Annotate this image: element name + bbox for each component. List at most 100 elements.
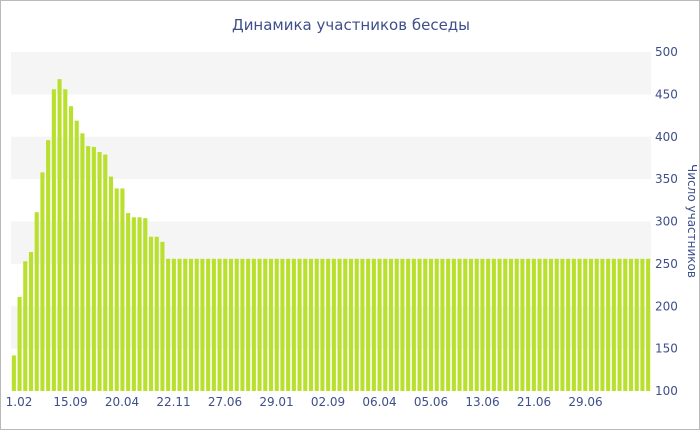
bar bbox=[108, 176, 114, 391]
bar bbox=[28, 252, 34, 391]
bar bbox=[417, 258, 422, 391]
bar bbox=[74, 120, 79, 392]
bar bbox=[531, 258, 536, 391]
bar bbox=[623, 258, 628, 391]
bar bbox=[194, 258, 199, 391]
bar bbox=[388, 258, 394, 391]
bar bbox=[51, 89, 56, 391]
bar bbox=[68, 106, 74, 392]
bar bbox=[320, 258, 325, 391]
bar-series bbox=[11, 79, 651, 392]
x-tick-label: 05.06 bbox=[414, 395, 448, 409]
bar bbox=[354, 258, 359, 391]
bar bbox=[514, 258, 519, 391]
x-axis-ticks: 1.02 15.09 20.04 22.11 27.06 29.01 02.09 06.04 0… bbox=[6, 395, 603, 409]
bar bbox=[23, 261, 28, 391]
bar bbox=[240, 258, 245, 391]
bar bbox=[640, 258, 645, 391]
bar bbox=[497, 258, 502, 391]
bar bbox=[154, 236, 159, 391]
bar bbox=[86, 146, 91, 391]
bar bbox=[366, 258, 371, 391]
x-tick-label: 20.04 bbox=[105, 395, 139, 409]
bar bbox=[400, 258, 405, 391]
x-tick-label: 13.06 bbox=[465, 395, 499, 409]
bar bbox=[131, 217, 136, 391]
y-tick-label: 400 bbox=[655, 130, 678, 144]
bar bbox=[246, 258, 251, 391]
bar bbox=[577, 258, 582, 391]
bar bbox=[508, 258, 514, 391]
y-tick-label: 200 bbox=[655, 299, 678, 313]
bar bbox=[474, 258, 479, 391]
x-tick-label: 06.04 bbox=[362, 395, 396, 409]
bar bbox=[428, 258, 434, 391]
bar bbox=[571, 258, 576, 391]
bar bbox=[126, 213, 131, 391]
bar bbox=[268, 258, 274, 391]
bar bbox=[257, 258, 262, 391]
bar bbox=[423, 258, 428, 391]
bar bbox=[217, 258, 222, 391]
bar bbox=[137, 217, 142, 391]
bar bbox=[503, 258, 508, 391]
bar bbox=[440, 258, 445, 391]
bar bbox=[480, 258, 485, 391]
bar bbox=[188, 258, 194, 391]
bar bbox=[588, 258, 594, 391]
bar bbox=[566, 258, 571, 391]
bar bbox=[520, 258, 525, 391]
bar bbox=[286, 258, 291, 391]
bar bbox=[251, 258, 256, 391]
bar bbox=[446, 258, 451, 391]
y-tick-label: 300 bbox=[655, 215, 678, 229]
x-tick-label: 1.02 bbox=[6, 395, 33, 409]
bar bbox=[394, 258, 399, 391]
bar bbox=[434, 258, 439, 391]
y-tick-label: 500 bbox=[655, 45, 678, 59]
bar bbox=[331, 258, 336, 391]
bar bbox=[594, 258, 599, 391]
bar bbox=[371, 258, 376, 391]
x-tick-label: 15.09 bbox=[53, 395, 87, 409]
bar bbox=[274, 258, 279, 391]
y-axis-label: Число участников bbox=[685, 164, 699, 278]
bar bbox=[634, 258, 639, 391]
bar bbox=[314, 258, 319, 391]
bar bbox=[97, 152, 102, 391]
bar bbox=[223, 258, 228, 391]
bar bbox=[360, 258, 365, 391]
bar bbox=[611, 258, 616, 391]
bar bbox=[377, 258, 382, 391]
bar bbox=[206, 258, 211, 391]
bar bbox=[80, 133, 85, 392]
y-tick-label: 450 bbox=[655, 87, 678, 101]
y-axis-ticks: 100 150 200 250 300 350 400 450 500 bbox=[655, 45, 678, 398]
bar bbox=[291, 258, 296, 391]
bar bbox=[486, 258, 491, 391]
y-tick-label: 250 bbox=[655, 257, 678, 271]
bar bbox=[211, 258, 216, 391]
bar bbox=[160, 241, 165, 391]
y-tick-label: 100 bbox=[655, 384, 678, 398]
x-tick-label: 21.06 bbox=[517, 395, 551, 409]
bar bbox=[11, 355, 16, 391]
bar bbox=[303, 258, 308, 391]
bar bbox=[143, 218, 148, 391]
bar bbox=[40, 172, 45, 391]
bar bbox=[57, 79, 62, 392]
x-tick-label: 02.09 bbox=[311, 395, 345, 409]
bar bbox=[646, 258, 651, 391]
bar bbox=[491, 258, 496, 391]
bar bbox=[120, 188, 125, 391]
bar bbox=[228, 258, 234, 391]
bar bbox=[548, 258, 554, 391]
bar bbox=[463, 258, 468, 391]
bar bbox=[34, 212, 39, 391]
bar bbox=[148, 236, 154, 391]
bar bbox=[177, 258, 182, 391]
bar bbox=[297, 258, 302, 391]
bar bbox=[337, 258, 342, 391]
